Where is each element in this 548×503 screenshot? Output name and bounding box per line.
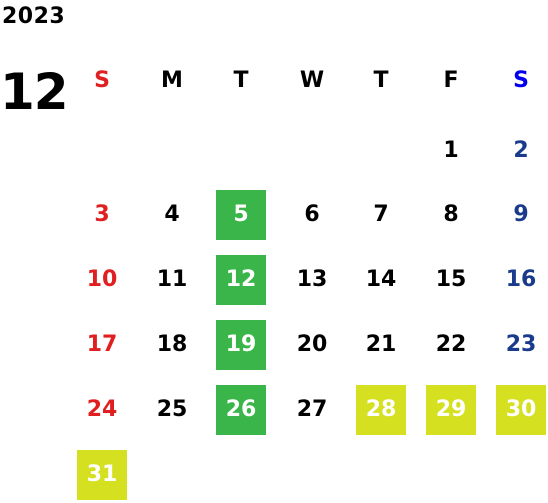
weekday-header-tuesday: T bbox=[233, 68, 249, 93]
day-cell-3[interactable]: 3 bbox=[94, 202, 110, 227]
day-cell-17[interactable]: 17 bbox=[86, 332, 118, 357]
day-cell-19[interactable]: 19 bbox=[216, 320, 266, 370]
weekday-header-monday: M bbox=[161, 68, 183, 93]
day-cell-9[interactable]: 9 bbox=[513, 202, 529, 227]
weekday-header-sunday: S bbox=[94, 68, 110, 93]
day-cell-15[interactable]: 15 bbox=[435, 267, 467, 292]
day-cell-29[interactable]: 29 bbox=[426, 385, 476, 435]
day-cell-4[interactable]: 4 bbox=[164, 202, 180, 227]
calendar-month: 12 bbox=[0, 63, 69, 121]
weekday-header-saturday: S bbox=[513, 68, 529, 93]
day-cell-6[interactable]: 6 bbox=[304, 202, 320, 227]
day-cell-16[interactable]: 16 bbox=[505, 267, 537, 292]
weekday-header-wednesday: W bbox=[299, 68, 325, 93]
day-cell-21[interactable]: 21 bbox=[365, 332, 397, 357]
day-cell-20[interactable]: 20 bbox=[296, 332, 328, 357]
day-cell-23[interactable]: 23 bbox=[505, 332, 537, 357]
day-cell-11[interactable]: 11 bbox=[156, 267, 188, 292]
day-cell-2[interactable]: 2 bbox=[513, 138, 529, 163]
day-cell-22[interactable]: 22 bbox=[435, 332, 467, 357]
day-cell-14[interactable]: 14 bbox=[365, 267, 397, 292]
day-cell-13[interactable]: 13 bbox=[296, 267, 328, 292]
day-cell-24[interactable]: 24 bbox=[86, 397, 118, 422]
calendar-year: 2023 bbox=[2, 4, 66, 29]
day-cell-7[interactable]: 7 bbox=[373, 202, 389, 227]
day-cell-10[interactable]: 10 bbox=[86, 267, 118, 292]
weekday-header-thursday: T bbox=[373, 68, 389, 93]
day-cell-8[interactable]: 8 bbox=[443, 202, 459, 227]
day-cell-18[interactable]: 18 bbox=[156, 332, 188, 357]
day-cell-31[interactable]: 31 bbox=[77, 450, 127, 500]
day-cell-26[interactable]: 26 bbox=[216, 385, 266, 435]
day-cell-5[interactable]: 5 bbox=[216, 190, 266, 240]
weekday-header-friday: F bbox=[443, 68, 459, 93]
day-cell-1[interactable]: 1 bbox=[443, 138, 459, 163]
day-cell-27[interactable]: 27 bbox=[296, 397, 328, 422]
day-cell-28[interactable]: 28 bbox=[356, 385, 406, 435]
day-cell-25[interactable]: 25 bbox=[156, 397, 188, 422]
day-cell-30[interactable]: 30 bbox=[496, 385, 546, 435]
day-cell-12[interactable]: 12 bbox=[216, 255, 266, 305]
